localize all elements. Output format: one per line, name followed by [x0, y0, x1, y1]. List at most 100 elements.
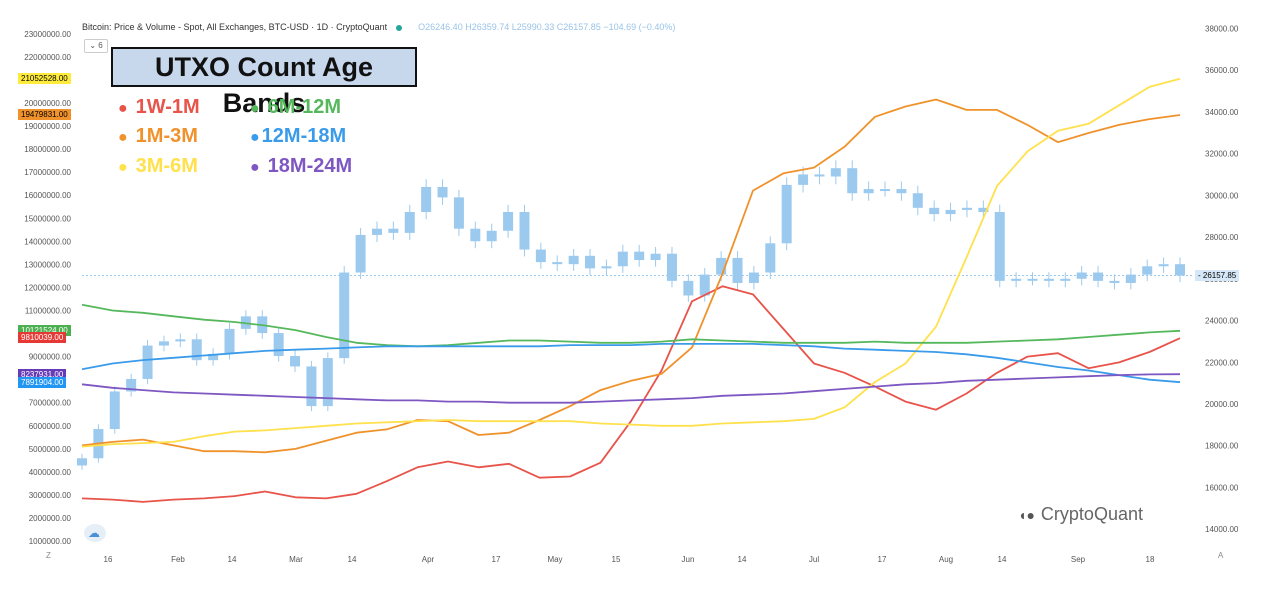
candle-body [519, 212, 530, 250]
candle-body [503, 212, 514, 231]
candle-body [781, 184, 792, 244]
legend-item-18m-24m: ● 18M-24M [250, 155, 352, 178]
candle-body [1109, 280, 1120, 283]
candle-body [339, 272, 350, 359]
candle-body [1158, 264, 1169, 267]
x-tick-label: Mar [289, 555, 303, 564]
left-value-tag: 8237931.00 [18, 368, 67, 380]
series-line-18m-24m [81, 373, 1181, 404]
chart-title: UTXO Count Age Bands [111, 47, 417, 118]
legend-label: 1W-1M [135, 96, 200, 118]
candle-body [273, 333, 284, 356]
candle-body [650, 253, 661, 260]
left-tick-label: 17000000.00 [24, 168, 71, 177]
left-tick-label: 7000000.00 [29, 399, 72, 408]
right-tick-label: 16000.00 [1205, 483, 1239, 492]
x-tick-label: 14 [738, 555, 747, 564]
candle-body [1011, 278, 1022, 281]
candle-body [929, 207, 940, 215]
header-ohlc: O26246.40 H26359.74 L25990.33 C26157.85 … [418, 22, 676, 32]
candle-body [158, 341, 169, 346]
left-tick-label: 2000000.00 [29, 514, 72, 523]
candle-body [421, 186, 432, 212]
candle-body [224, 328, 235, 354]
candle-body [683, 280, 694, 296]
candle-body [732, 257, 743, 283]
x-axis: 16 Feb 14 Mar 14 Apr 17 May 15 Jun 14 Jul 17 Aug 14 Sep… [104, 555, 1155, 564]
right-tick-label: 24000.00 [1205, 317, 1239, 326]
x-tick-label: 17 [492, 555, 501, 564]
x-tick-label: Sep [1071, 555, 1086, 564]
candle-body [666, 253, 677, 281]
x-tick-label: Jul [809, 555, 819, 564]
left-value-tag: 21052528.00 [18, 73, 71, 85]
candle-body [847, 168, 858, 194]
right-tick-label: 18000.00 [1205, 442, 1239, 451]
candle-body [978, 207, 989, 212]
left-tick-label: 15000000.00 [24, 214, 71, 223]
legend-item-6m-12m: ● 6M-12M [250, 96, 341, 119]
brand-text: CryptoQuant [1040, 504, 1143, 524]
candle-body [1175, 264, 1185, 276]
candle-body [290, 356, 301, 367]
candle-body [1125, 274, 1136, 283]
series-line-12m-18m [81, 342, 1181, 384]
right-tick-label: 20000.00 [1205, 400, 1239, 409]
right-tick-label: 32000.00 [1205, 150, 1239, 159]
candle-body [814, 174, 825, 177]
status-dot-icon [395, 24, 402, 31]
legend-item-1w-1m: ● 1W-1M [118, 96, 200, 119]
candle-body [912, 193, 923, 208]
candle-body [322, 358, 333, 407]
candle-body [1060, 278, 1071, 281]
left-value-tag: 9810039.00 [18, 332, 67, 344]
series-line-3m-6m [81, 77, 1181, 448]
legend-item-12m-18m: ● 12M-18M [250, 125, 346, 148]
candle-body [896, 189, 907, 194]
left-value-tag: 10121524.00 [18, 325, 71, 337]
candle-body [1093, 272, 1104, 281]
candle-body [830, 168, 841, 177]
x-tick-label: Aug [939, 555, 953, 564]
left-tick-label: 22000000.00 [24, 53, 71, 62]
candle-body [617, 251, 628, 267]
candle-body [371, 228, 382, 235]
plot-background [80, 18, 1192, 550]
candle-body [634, 251, 645, 260]
candle-body [798, 174, 809, 185]
candle-body [175, 339, 186, 342]
x-tick-label: 14 [228, 555, 237, 564]
left-tick-label: 18000000.00 [24, 145, 71, 154]
candle-body [1076, 272, 1087, 279]
left-tick-label: 20000000.00 [24, 99, 71, 108]
x-tick-label: May [547, 555, 562, 564]
candle-body [388, 228, 399, 233]
legend-label: 6M-12M [267, 96, 342, 118]
left-value-tag: 19479831.00 [18, 109, 71, 121]
candle-body [568, 255, 579, 265]
interval-control[interactable]: ⌄ 6 [84, 39, 108, 53]
left-tick-label: 3000000.00 [29, 491, 72, 500]
left-tick-label: 13000000.00 [24, 260, 71, 269]
left-tick-label: 6000000.00 [29, 422, 72, 431]
candle-body [1142, 266, 1153, 275]
candle-body [355, 234, 366, 273]
left-value-tag: 7891904.00 [18, 376, 67, 388]
cloud-button[interactable] [84, 524, 106, 542]
x-tick-label: Feb [171, 555, 185, 564]
candle-body [1027, 278, 1038, 281]
legend-bullet-icon: ● [250, 159, 260, 176]
legend-item-1m-3m: ● 1M-3M [118, 125, 198, 148]
x-tick-label: 15 [612, 555, 621, 564]
left-tick-label: 11000000.00 [25, 307, 72, 316]
left-tick-label: 19000000.00 [24, 122, 71, 131]
x-tick-label: 14 [348, 555, 357, 564]
brand-watermark: ◖● CryptoQuant [1018, 504, 1143, 525]
candle-body [765, 243, 776, 273]
header-title: Bitcoin: Price & Volume - Spot, All Exch… [82, 22, 388, 32]
x-tick-label: 16 [104, 555, 113, 564]
legend-bullet-icon: ● [250, 100, 260, 117]
x-tick-label: Apr [422, 555, 435, 564]
right-tick-label: 34000.00 [1205, 108, 1239, 117]
